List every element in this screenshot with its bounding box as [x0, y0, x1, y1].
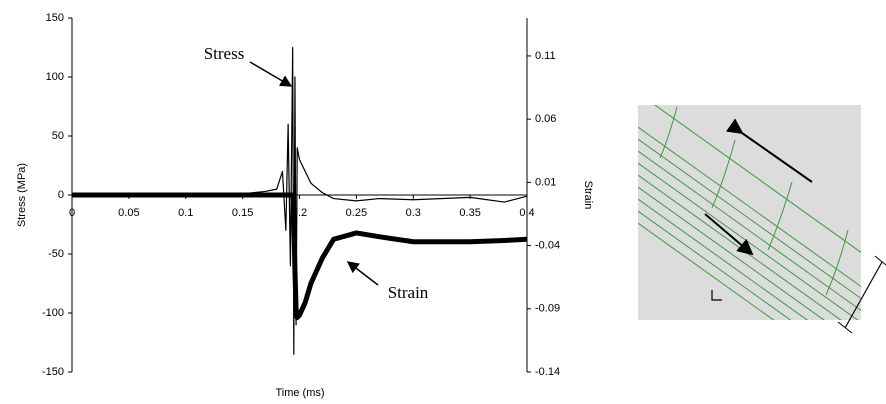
x-tick-label: 0.1 — [178, 207, 193, 219]
x-axis-label: Time (ms) — [275, 387, 324, 399]
y-tick-label: 150 — [46, 12, 64, 24]
x-tick-label: 0.35 — [459, 207, 480, 219]
series-line — [72, 46, 528, 355]
y-axis-label: Stress (MPa) — [16, 163, 28, 227]
annotation: Strain — [388, 283, 429, 302]
y2-tick-label: -0.14 — [535, 366, 560, 378]
y2-tick-label: 0.01 — [535, 176, 556, 188]
y-tick-label: -150 — [42, 366, 64, 378]
y-tick-label: -100 — [42, 307, 64, 319]
y2-tick-label: 0.11 — [535, 50, 556, 62]
annotation: Stress — [204, 44, 245, 63]
annotation-arrow — [346, 261, 379, 286]
annotation-arrow — [249, 61, 293, 87]
x-tick-label: 0 — [69, 207, 75, 219]
y-tick-label: -50 — [48, 248, 64, 260]
y2-tick-label: -0.04 — [535, 239, 560, 251]
y-tick-label: 100 — [46, 71, 64, 83]
y2-axis-label: Strain — [582, 181, 594, 210]
x-tick-label: 0.05 — [118, 207, 139, 219]
y2-tick-label: 0.06 — [535, 113, 556, 125]
y-tick-label: 50 — [52, 130, 64, 142]
y2-tick-label: -0.09 — [535, 303, 560, 315]
x-tick-label: 0.25 — [346, 207, 367, 219]
x-tick-label: 0.4 — [519, 207, 534, 219]
x-tick-label: 0.15 — [232, 207, 253, 219]
y-tick-label: 0 — [58, 189, 64, 201]
x-tick-label: 0.3 — [406, 207, 421, 219]
series-line — [72, 192, 528, 321]
diagram — [638, 105, 886, 334]
